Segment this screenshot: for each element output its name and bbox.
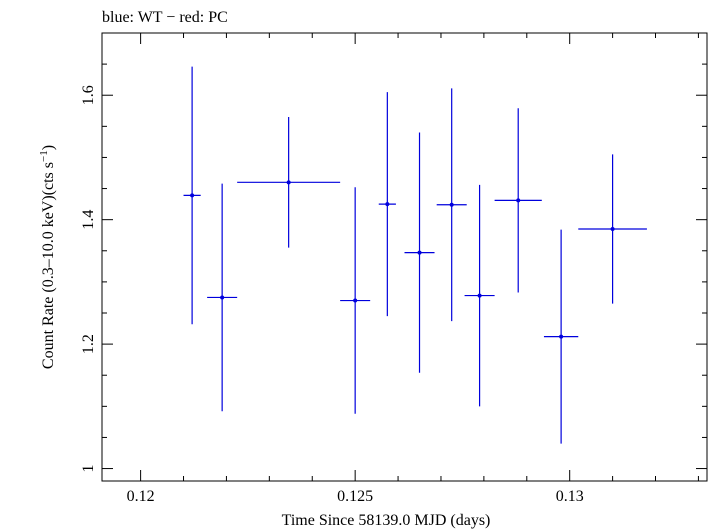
chart-title: blue: WT − red: PC [102, 9, 228, 26]
axis-tick-labels: 0.12 0.125 0.13 1 1.2 1.4 1.6 [80, 85, 584, 505]
x-tick-label: 0.12 [127, 488, 155, 505]
y-axis-label-main: Count Rate (0.3–10.0 keV)(cts s [40, 162, 57, 369]
data-point [610, 227, 615, 231]
x-tick-label: 0.13 [556, 488, 584, 505]
y-tick-label: 1 [80, 465, 97, 473]
data-point [559, 334, 564, 339]
data-point [353, 298, 358, 303]
x-tick-label: 0.125 [337, 488, 373, 505]
data-point [417, 250, 422, 255]
data-point [385, 202, 390, 207]
y-tick-label: 1.4 [80, 210, 97, 230]
y-axis-label-superscript: −1 [38, 150, 50, 162]
data-point [286, 180, 291, 185]
y-tick-label: 1.2 [80, 334, 97, 354]
data-points [183, 66, 647, 444]
data-point [190, 193, 195, 198]
y-axis-label: Count Rate (0.3–10.0 keV)(cts s−1) [38, 145, 57, 369]
data-point [477, 293, 482, 298]
y-axis-label-close: ) [40, 145, 57, 150]
data-point [449, 202, 454, 207]
data-point [516, 198, 521, 203]
axis-ticks [102, 32, 707, 481]
data-point [220, 295, 225, 300]
plot-frame [101, 32, 708, 482]
y-tick-label: 1.6 [80, 85, 97, 105]
x-axis-label: Time Since 58139.0 MJD (days) [282, 512, 491, 529]
